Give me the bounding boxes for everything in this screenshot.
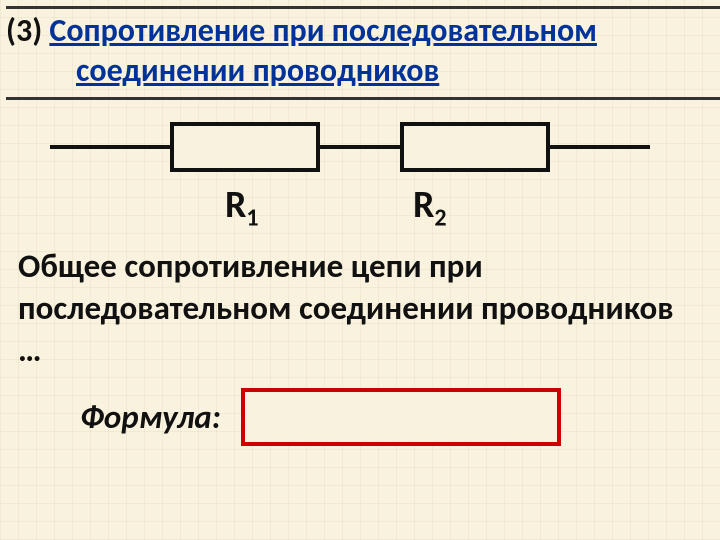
resistor-r1 (170, 122, 320, 172)
header-line-2: соединении проводников (6, 51, 720, 91)
r1-sub: 1 (246, 204, 258, 233)
wire-left (50, 145, 170, 149)
header-line-1: (3) Сопротивление при последовательном (6, 11, 720, 51)
label-r2: R2 (413, 182, 447, 233)
title-line-1: Сопротивление при последовательном (49, 11, 597, 50)
formula-box (241, 388, 561, 446)
title-line-2: соединении проводников (76, 51, 439, 90)
header: (3) Сопротивление при последовательном с… (6, 6, 720, 100)
formula-row: Формула: (80, 388, 561, 446)
wire-middle (320, 145, 400, 149)
wire-right (550, 145, 650, 149)
section-number: (3) (6, 11, 42, 50)
circuit-diagram (50, 122, 650, 192)
body-text: Общее сопротивление цепи при последовате… (18, 245, 690, 372)
r2-text: R (413, 182, 434, 228)
resistor-r2 (400, 122, 550, 172)
r2-sub: 2 (434, 204, 446, 233)
formula-label: Формула: (80, 397, 221, 437)
label-r1: R1 (225, 182, 259, 233)
r1-text: R (225, 182, 246, 228)
